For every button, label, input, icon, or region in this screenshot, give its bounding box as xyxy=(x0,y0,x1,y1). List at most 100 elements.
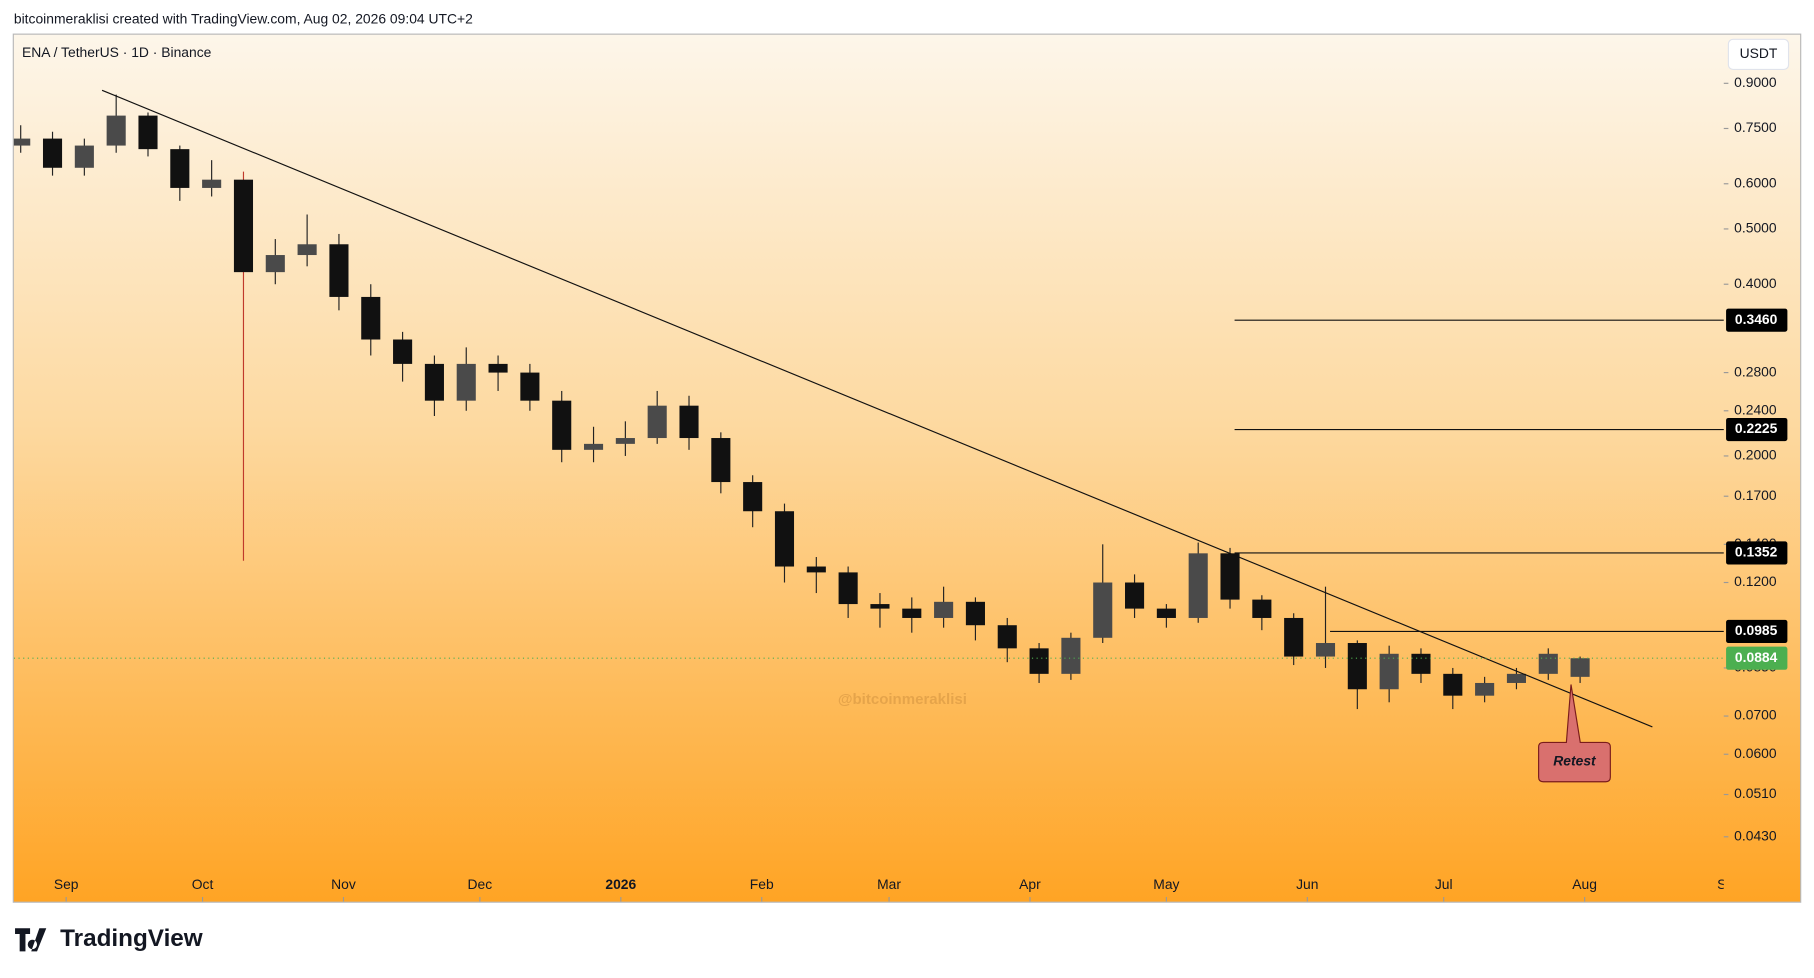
level-box xyxy=(1726,308,1788,332)
candle-body xyxy=(1284,617,1304,657)
level-box xyxy=(1726,541,1788,565)
level-box xyxy=(1726,417,1788,442)
candle-body xyxy=(13,138,31,146)
annotation-callout xyxy=(1538,684,1611,783)
last-price-box xyxy=(1726,646,1788,670)
candle-body xyxy=(1029,648,1049,674)
annotation-text: Retest xyxy=(1553,753,1597,769)
candle-body xyxy=(902,608,922,618)
candle-body xyxy=(393,339,413,364)
x-tick-label: Se xyxy=(1717,876,1734,892)
x-tick-label: Jul xyxy=(1435,876,1453,892)
y-tick-label: 0.5000 xyxy=(1734,220,1777,236)
x-tick-label: Jun xyxy=(1296,876,1318,892)
candle-body xyxy=(1220,553,1240,600)
candle-body xyxy=(74,145,94,168)
candle-body xyxy=(583,443,604,450)
candle-body xyxy=(297,244,317,256)
candle-body xyxy=(1570,658,1590,677)
brand-logo xyxy=(15,928,47,952)
candle-body xyxy=(965,601,985,626)
brand: TradingView xyxy=(60,925,203,952)
candle-body xyxy=(934,601,954,618)
candle-body xyxy=(1411,653,1431,674)
candle-body xyxy=(424,363,444,401)
x-tick-label: Apr xyxy=(1019,876,1041,892)
level-label: 0.2225 xyxy=(1735,420,1778,436)
candle-body xyxy=(202,179,222,188)
candle-body xyxy=(42,138,63,168)
y-tick-label: 0.2800 xyxy=(1734,363,1777,379)
candle-body xyxy=(233,179,254,273)
y-tick-label: 0.0600 xyxy=(1734,745,1777,761)
candle-body xyxy=(1347,643,1367,690)
candle-body xyxy=(870,604,890,609)
currency-box xyxy=(1727,38,1790,71)
level-label: 0.3460 xyxy=(1735,311,1778,327)
candle-body xyxy=(743,482,763,512)
candle-body xyxy=(679,405,699,439)
y-tick-label: 0.2400 xyxy=(1734,401,1777,417)
y-tick-label: 0.1200 xyxy=(1734,573,1777,589)
candle-body xyxy=(1188,553,1208,618)
candle-body xyxy=(1252,599,1272,618)
candle-body xyxy=(997,625,1017,649)
y-tick-label: 0.0430 xyxy=(1734,827,1777,843)
y-tick-label: 0.6000 xyxy=(1734,174,1777,190)
x-tick-label: Oct xyxy=(192,876,214,892)
candle-body xyxy=(1443,673,1463,696)
currency: USDT xyxy=(1740,45,1778,61)
candle-body xyxy=(615,438,635,444)
candle-body xyxy=(329,244,349,297)
candle-body xyxy=(1156,608,1176,618)
chart-panel xyxy=(12,33,1802,903)
last-price-label: 0.0884 xyxy=(1735,649,1778,665)
x-tick-label: 2026 xyxy=(605,876,636,892)
candle-body xyxy=(361,296,381,340)
candle-body xyxy=(1061,637,1081,674)
x-tick-label: Nov xyxy=(331,876,356,892)
x-tick-label: Mar xyxy=(877,876,901,892)
candle-body xyxy=(170,149,190,188)
watermark: @bitcoinmeraklisi xyxy=(838,691,967,708)
x-tick-label: Aug xyxy=(1572,876,1597,892)
candle-body xyxy=(1475,682,1495,696)
candle-body xyxy=(806,566,826,573)
candle-body xyxy=(488,363,508,373)
candle-body xyxy=(520,372,540,401)
x-tick-label: Dec xyxy=(468,876,493,892)
candle-body xyxy=(838,572,858,605)
y-tick-label: 0.9000 xyxy=(1734,74,1777,90)
candle-body xyxy=(647,405,667,439)
y-tick-label: 0.0510 xyxy=(1734,785,1777,801)
y-tick-label: 0.2000 xyxy=(1734,447,1777,463)
level-label: 0.0985 xyxy=(1735,622,1778,638)
y-tick-label: 0.0700 xyxy=(1734,707,1777,723)
price-axis: 0.9000 0.7500 0.6000 0.5000 0.4000 0.2800 0.24… xyxy=(1723,74,1788,843)
plot-area: @bitcoinmeraklisi Sep Oct Nov Dec 2026 Feb Mar A… xyxy=(13,89,1734,902)
candle-body xyxy=(1379,653,1399,690)
candle-body xyxy=(1506,673,1526,683)
level-label: 0.1352 xyxy=(1735,544,1778,560)
trendline xyxy=(101,89,1653,728)
x-tick-label: Feb xyxy=(750,876,774,892)
candle-body xyxy=(1093,582,1113,638)
candle-body xyxy=(106,115,126,146)
y-tick-label: 0.4000 xyxy=(1734,275,1777,291)
y-tick-label: 0.7500 xyxy=(1734,119,1777,135)
candle-body xyxy=(138,115,158,150)
y-tick-label: 0.1700 xyxy=(1734,487,1777,503)
x-tick-label: Sep xyxy=(54,876,79,892)
candle-body xyxy=(552,400,572,450)
level-box xyxy=(1726,619,1788,644)
candle-body xyxy=(265,255,285,273)
candle-body xyxy=(1538,653,1558,674)
candle-body xyxy=(1125,582,1145,609)
candle-body xyxy=(1315,643,1336,657)
candle-body xyxy=(456,363,476,401)
candle-body xyxy=(774,511,795,567)
symbol-title: ENA / TetherUS · 1D · Binance xyxy=(22,44,212,60)
candle-body xyxy=(711,438,731,483)
